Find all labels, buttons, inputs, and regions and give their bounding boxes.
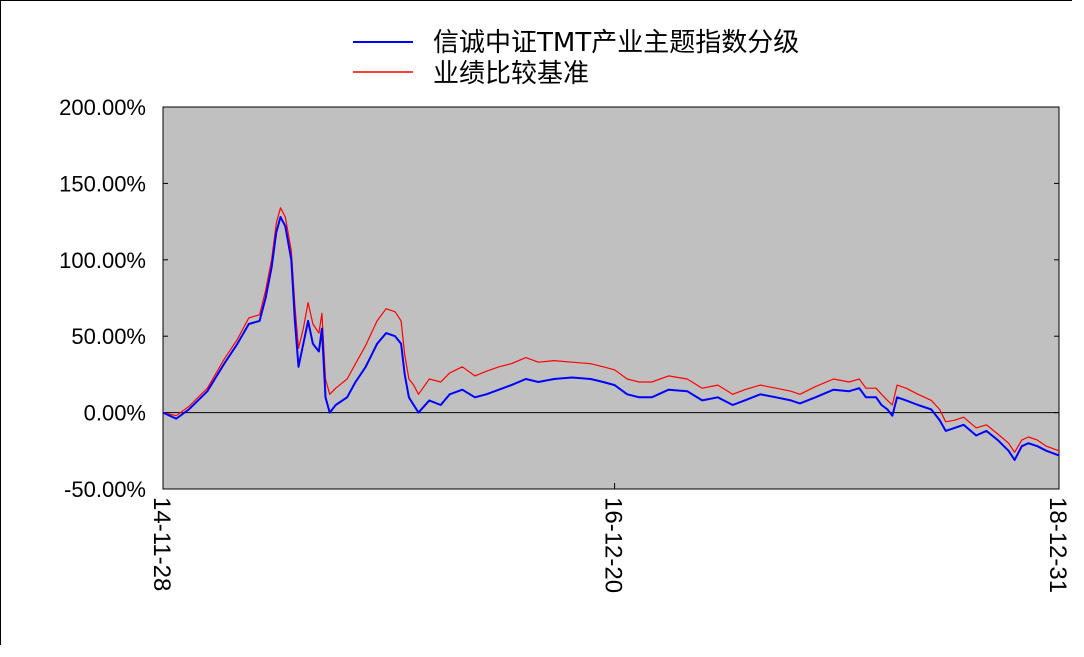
y-tick-label: 100.00%: [59, 248, 146, 273]
series-line-fund: [162, 216, 1060, 461]
chart-frame: [0, 0, 1072, 645]
plot-area: [162, 106, 1060, 490]
series-line-benchmark: [162, 207, 1060, 453]
series-layer: [162, 207, 1060, 461]
legend-label-fund: 信诚中证TMT产业主题指数分级: [433, 28, 799, 58]
y-tick-label: 50.00%: [71, 324, 146, 349]
y-tick-label: 150.00%: [59, 171, 146, 196]
y-tick-label: 200.00%: [59, 95, 146, 120]
x-axis: 14-11-28 16-12-20 18-12-31: [148, 483, 1071, 593]
x-tick-label: 16-12-20: [600, 497, 627, 593]
y-tick-label: 0.00%: [84, 401, 146, 426]
legend: 信诚中证TMT产业主题指数分级 业绩比较基准: [353, 28, 799, 89]
x-tick-label: 18-12-31: [1044, 497, 1071, 593]
x-tick-label: 14-11-28: [148, 497, 175, 591]
legend-label-benchmark: 业绩比较基准: [433, 59, 589, 89]
y-axis: 200.00% 150.00% 100.00% 50.00% 0.00% -50.00%: [59, 95, 1059, 502]
y-tick-label: -50.00%: [64, 477, 146, 502]
